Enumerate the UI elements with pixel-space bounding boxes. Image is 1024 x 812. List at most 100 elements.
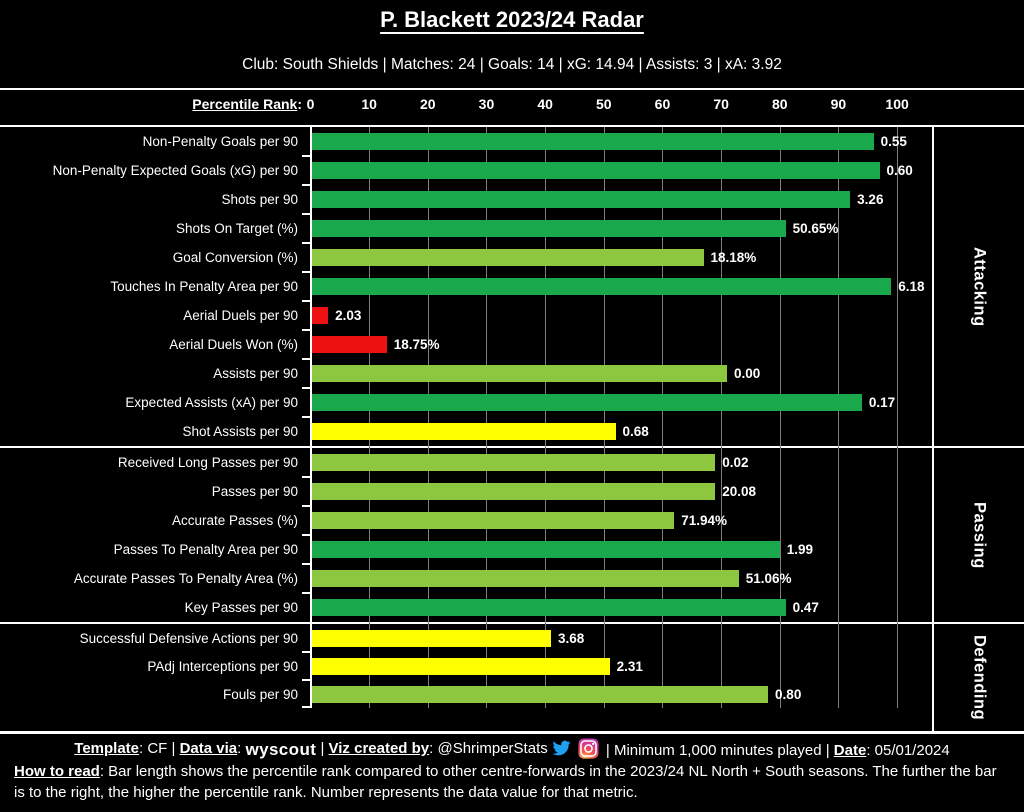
metric-label: Expected Assists (xA) per 90	[125, 395, 298, 410]
axis-tick-100: 100	[885, 96, 909, 112]
player-summary: Club: South Shields | Matches: 24 | Goal…	[242, 56, 782, 73]
credit-label: Viz created by	[328, 740, 430, 757]
metric-row: Received Long Passes per 90 0.02	[0, 448, 932, 477]
metric-row: Non-Penalty Expected Goals (xG) per 90 0.…	[0, 156, 932, 185]
metric-row: Accurate Passes (%) 71.94%	[0, 506, 932, 535]
axis-tick-80: 80	[771, 96, 788, 112]
metric-label: Non-Penalty Goals per 90	[142, 134, 298, 149]
credit-text: :	[237, 740, 246, 757]
axis-tick-30: 30	[478, 96, 495, 112]
metric-label: Successful Defensive Actions per 90	[79, 630, 298, 646]
credit-text: : CF |	[139, 740, 180, 757]
percentile-bar	[312, 512, 675, 529]
axis-title: Percentile Rank:	[192, 96, 302, 112]
percentile-bar	[312, 685, 769, 703]
y-axis-tick	[302, 505, 311, 507]
percentile-bar	[312, 394, 862, 411]
metric-value: 3.68	[558, 630, 585, 646]
metric-value: 18.18%	[710, 250, 757, 265]
metric-value: 71.94%	[681, 513, 727, 528]
metric-label: Touches In Penalty Area per 90	[110, 279, 298, 294]
page-title: P. Blackett 2023/24 Radar	[380, 7, 644, 32]
metric-label: Key Passes per 90	[184, 600, 298, 615]
metric-value: 51.06%	[745, 571, 792, 586]
axis-tick-60: 60	[654, 96, 671, 112]
metric-row: Key Passes per 90 0.47	[0, 593, 932, 622]
axis-tick-50: 50	[596, 96, 612, 112]
metric-label: Non-Penalty Expected Goals (xG) per 90	[52, 163, 298, 178]
metric-row: Shots On Target (%) 50.65%	[0, 214, 932, 243]
section-label-defending: Defending	[970, 634, 989, 721]
metric-value: 0.68	[622, 424, 649, 439]
gridline-90	[838, 127, 840, 708]
gridline-50	[603, 127, 605, 708]
percentile-bar	[312, 423, 616, 440]
credit-text: |	[316, 740, 329, 757]
credits-before-icons: Template: CF | Data via: wyscout | Viz c…	[74, 740, 547, 760]
metric-label: Shot Assists per 90	[182, 424, 298, 439]
gridline-100	[897, 127, 899, 708]
metric-row: Fouls per 90 0.80	[0, 680, 932, 708]
metric-row: Shots per 90 3.26	[0, 185, 932, 214]
metric-label: Received Long Passes per 90	[117, 455, 298, 470]
y-axis-tick	[302, 358, 311, 360]
axis-tick-20: 20	[420, 96, 436, 112]
gridline-20	[427, 127, 429, 708]
y-axis-tick	[302, 242, 311, 244]
metric-value: 0.02	[722, 455, 749, 470]
how-to-read-note: How to read: Bar length shows the percen…	[14, 762, 1010, 803]
credit-label: Template	[74, 740, 140, 757]
metric-label: Passes per 90	[211, 484, 298, 499]
metric-value: 50.65%	[792, 221, 839, 236]
percentile-bar	[312, 307, 329, 324]
header-divider-top	[0, 88, 1024, 90]
metric-value: 2.31	[616, 658, 643, 674]
plot-right-border	[932, 127, 934, 734]
credit-text: | Minimum 1,000 minutes played |	[601, 741, 834, 759]
gridline-30	[486, 127, 488, 708]
y-axis-tick	[302, 387, 311, 389]
percentile-bar	[312, 191, 851, 208]
y-axis-tick	[302, 155, 311, 157]
percentile-bar	[312, 365, 727, 382]
percentile-bar	[312, 599, 786, 616]
percentile-bar	[312, 657, 610, 675]
metric-row: Passes To Penalty Area per 90 1.99	[0, 535, 932, 564]
metric-value: 0.80	[775, 686, 802, 702]
metric-value: 2.03	[335, 308, 362, 323]
metric-row: Assists per 90 0.00	[0, 359, 932, 388]
percentile-bar	[312, 483, 716, 500]
metric-value: 6.18	[898, 279, 925, 294]
axis-tick-10: 10	[361, 96, 377, 112]
percentile-bar	[312, 629, 551, 647]
gridline-60	[662, 127, 664, 708]
metric-row: Aerial Duels Won (%) 18.75%	[0, 330, 932, 359]
y-axis-tick	[302, 184, 311, 186]
percentile-bar	[312, 249, 704, 266]
section-label-attacking: Attacking	[970, 246, 989, 327]
metric-label: Goal Conversion (%)	[172, 250, 298, 265]
section-attacking-rows: Non-Penalty Goals per 90 0.55 Non-Penalty …	[0, 127, 932, 446]
y-axis-tick	[302, 563, 311, 565]
percentile-bar	[312, 454, 716, 471]
metric-value: 18.75%	[393, 337, 440, 352]
y-axis-tick	[302, 706, 311, 708]
gridline-10	[369, 127, 371, 708]
axis-tick-90: 90	[830, 96, 847, 112]
twitter-icon	[551, 739, 572, 761]
gridline-80	[779, 127, 781, 708]
metric-value: 0.17	[868, 395, 896, 410]
instagram-icon	[578, 737, 599, 763]
metric-label: Shots per 90	[221, 192, 298, 207]
metric-row: Non-Penalty Goals per 90 0.55	[0, 127, 932, 156]
metric-value: 3.26	[857, 192, 884, 207]
metric-row: Accurate Passes To Penalty Area (%) 51.06…	[0, 564, 932, 593]
y-axis-tick	[302, 271, 311, 273]
credits-line: Template: CF | Data via: wyscout | Viz c…	[0, 737, 1024, 763]
section-divider-attacking-passing	[0, 446, 1024, 448]
metric-value: 20.08	[722, 484, 757, 499]
metric-value: 0.55	[880, 134, 907, 149]
y-axis-tick	[302, 416, 311, 418]
wyscout-logo: wyscout	[245, 740, 317, 759]
